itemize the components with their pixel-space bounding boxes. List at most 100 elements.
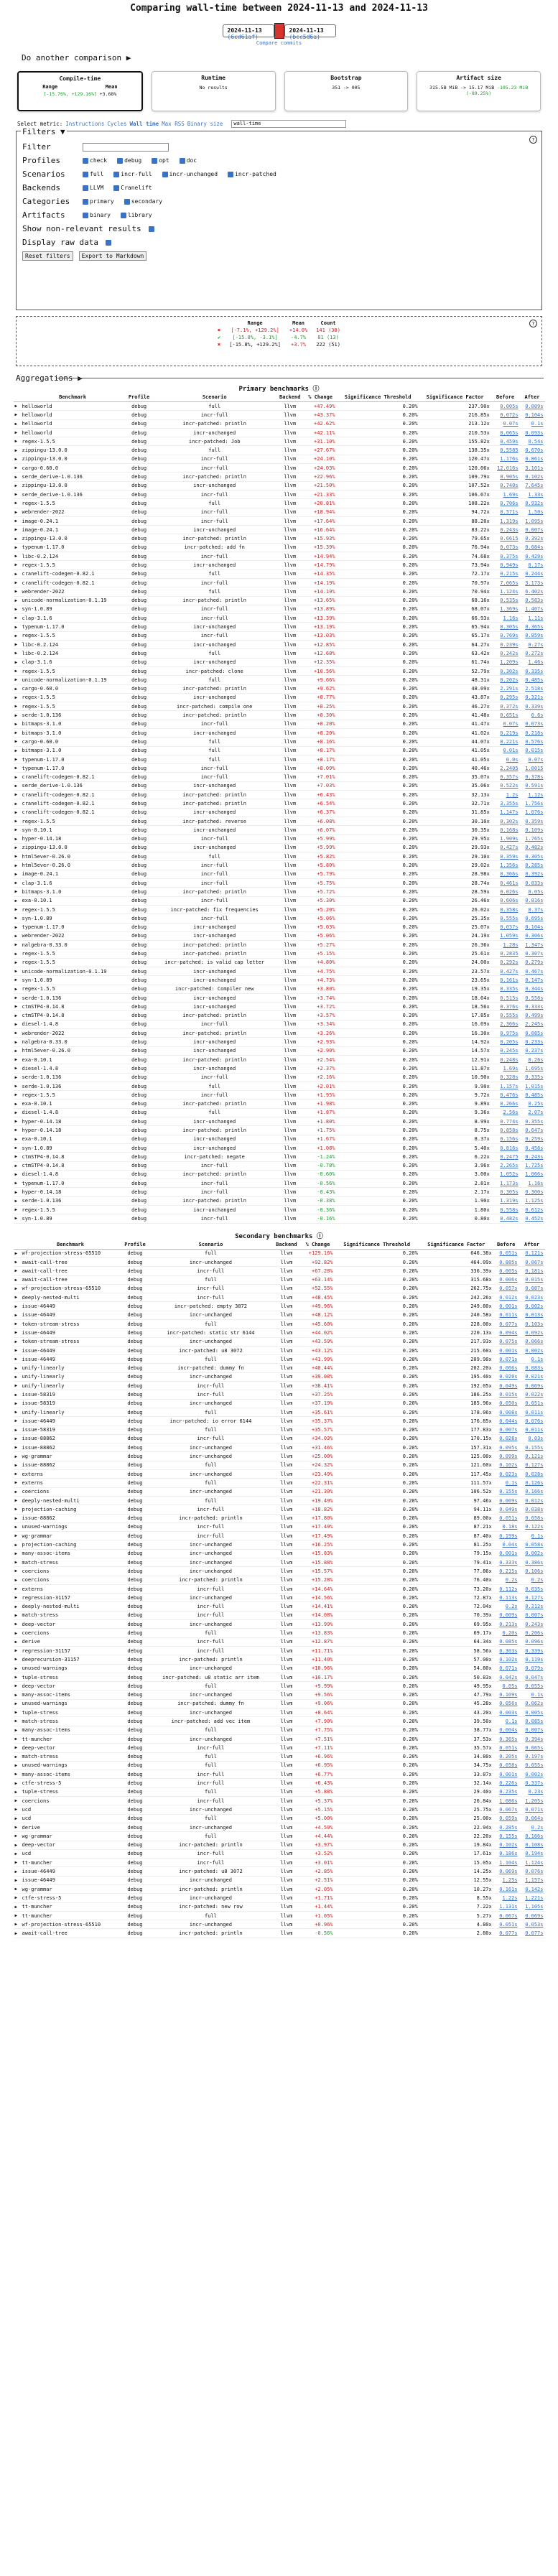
before-value[interactable]: 0.292s <box>490 958 520 968</box>
percent-change[interactable]: +14.56% <box>301 1593 335 1603</box>
profile-checkbox[interactable] <box>152 157 158 164</box>
expand-row-icon[interactable]: ▶ <box>13 1584 21 1594</box>
after-value[interactable]: 1.066s <box>519 1170 545 1180</box>
after-value[interactable]: 1.015s <box>519 1082 545 1092</box>
expand-row-icon[interactable]: ▶ <box>13 1805 21 1815</box>
detail-link[interactable]: 0.305s <box>525 853 544 860</box>
expand-row-icon[interactable]: ▶ <box>13 1301 21 1311</box>
expand-row-icon[interactable]: ▶ <box>13 1522 21 1533</box>
metric-link-instructions[interactable]: Instructions <box>65 121 105 127</box>
start-commit-input[interactable]: 2024-11-13 (6cd61af) <box>222 24 274 40</box>
after-value[interactable]: 0.038s <box>519 1505 545 1515</box>
percent-change[interactable]: +14.08% <box>301 1611 335 1621</box>
after-value[interactable]: 0.307s <box>519 949 545 959</box>
percent-change[interactable]: +12.85% <box>304 640 337 650</box>
before-value[interactable]: 0.049s <box>493 1505 519 1515</box>
benchmark-name[interactable]: unused-warnings <box>20 1522 121 1533</box>
after-value[interactable]: 0.066s <box>519 1337 545 1347</box>
before-value[interactable]: 0.285s <box>493 1823 519 1833</box>
detail-link[interactable]: 12.016s <box>497 465 519 471</box>
before-value[interactable]: 1.059s <box>490 931 520 941</box>
after-value[interactable]: 1.105s <box>519 1902 545 1912</box>
before-value[interactable]: 7.065s <box>490 578 520 588</box>
after-value[interactable]: 0.1s <box>519 1531 545 1541</box>
detail-link[interactable]: 0.18s <box>502 1524 518 1530</box>
detail-link[interactable]: 0.004s <box>499 1727 518 1734</box>
after-value[interactable]: 0.015s <box>519 1275 545 1285</box>
detail-link[interactable]: 0.008s <box>499 1409 518 1415</box>
after-value[interactable]: 0.2s <box>519 1823 545 1833</box>
percent-change[interactable]: +49.96% <box>301 1301 335 1311</box>
detail-link[interactable]: 0.2s <box>531 1577 544 1584</box>
before-value[interactable]: 0.155s <box>493 1487 519 1497</box>
expand-row-icon[interactable]: ▶ <box>13 1328 21 1338</box>
end-hash-link[interactable]: (bcc5d6a) <box>289 34 320 40</box>
percent-change[interactable]: +7.11% <box>301 1743 335 1753</box>
detail-link[interactable]: 0.037s <box>500 924 519 931</box>
benchmark-name[interactable]: helloworld <box>20 401 125 411</box>
detail-link[interactable]: 1.319s <box>500 518 519 524</box>
detail-link[interactable]: 0.106s <box>525 1568 544 1574</box>
detail-link[interactable]: 0.949s <box>500 562 519 568</box>
percent-change[interactable]: -0.16% <box>304 1214 337 1224</box>
detail-link[interactable]: 0.121s <box>525 1454 544 1460</box>
expand-row-icon[interactable]: ▶ <box>13 1046 21 1056</box>
scenario-full[interactable]: full <box>83 171 103 177</box>
column-header-after[interactable]: After <box>519 393 545 402</box>
detail-link[interactable]: 0.002s <box>525 1771 544 1777</box>
expand-row-icon[interactable]: ▶ <box>13 905 21 915</box>
percent-change[interactable]: +67.28% <box>301 1266 335 1276</box>
detail-link[interactable]: 0.357s <box>500 774 519 781</box>
after-value[interactable]: 0.121s <box>519 1249 545 1258</box>
scenario-incr-full[interactable]: incr-full <box>113 171 152 177</box>
detail-link[interactable]: 0.292s <box>500 959 519 966</box>
scenario-checkbox[interactable] <box>83 171 88 177</box>
expand-row-icon[interactable]: ▶ <box>13 1311 21 1320</box>
detail-link[interactable]: 0.197s <box>525 1754 544 1760</box>
percent-change[interactable]: +2.16% <box>304 1073 337 1082</box>
expand-row-icon[interactable]: ▶ <box>13 1108 21 1118</box>
before-value[interactable]: 1.69s <box>490 1064 520 1074</box>
after-value[interactable]: 1.076s <box>519 808 545 817</box>
after-value[interactable]: 3.101s <box>519 463 545 473</box>
detail-link[interactable]: 0.302s <box>500 818 519 824</box>
column-header-backend[interactable]: Backend <box>275 393 304 402</box>
detail-link[interactable]: 1.124s <box>500 588 519 595</box>
after-value[interactable]: 0.1s <box>519 1690 545 1700</box>
percent-change[interactable]: +8.20% <box>304 728 337 738</box>
before-value[interactable]: 0.949s <box>490 560 520 570</box>
before-value[interactable]: 0.085s <box>493 1637 519 1647</box>
before-value[interactable]: 1.319s <box>490 516 520 526</box>
detail-link[interactable]: 1.16s <box>503 615 519 621</box>
before-value[interactable]: 0.358s <box>490 905 520 915</box>
before-value[interactable]: 0.427s <box>490 967 520 977</box>
after-value[interactable]: 1.347s <box>519 940 545 950</box>
benchmark-name[interactable]: regex-1.5.5 <box>20 949 125 959</box>
detail-link[interactable]: 0.066s <box>499 1365 518 1372</box>
detail-link[interactable]: 0.04s <box>502 1542 518 1548</box>
percent-change[interactable]: +2.54% <box>304 1055 337 1065</box>
percent-change[interactable]: +14.64% <box>301 1584 335 1594</box>
after-value[interactable]: 7.645s <box>519 481 545 490</box>
detail-link[interactable]: 1.131s <box>499 1904 518 1910</box>
detail-link[interactable]: 1.176s <box>500 456 519 462</box>
percent-change[interactable]: -0.36% <box>304 1205 337 1215</box>
detail-link[interactable]: 0.303s <box>499 1647 518 1654</box>
percent-change[interactable]: +8.17% <box>304 746 337 755</box>
benchmark-name[interactable]: exa-0.10.1 <box>20 1135 125 1144</box>
expand-row-icon[interactable]: ▶ <box>13 1443 21 1453</box>
expand-row-icon[interactable]: ▶ <box>13 720 21 729</box>
detail-link[interactable]: 1.909s <box>500 836 519 842</box>
benchmark-name[interactable]: tt-muncher <box>20 1858 121 1868</box>
after-value[interactable]: 0.647s <box>519 1125 545 1135</box>
before-value[interactable]: 1.086s <box>493 1796 519 1806</box>
percent-change[interactable]: +6.95% <box>301 1761 335 1771</box>
expand-row-icon[interactable]: ▶ <box>13 1920 21 1930</box>
benchmark-name[interactable]: coercions <box>20 1796 121 1806</box>
benchmark-name[interactable]: issue-88862 <box>20 1514 121 1523</box>
benchmark-name[interactable]: webrender-2022 <box>20 931 125 941</box>
expand-row-icon[interactable]: ▶ <box>13 1187 21 1197</box>
filter-input[interactable] <box>83 142 169 152</box>
expand-row-icon[interactable]: ▶ <box>13 870 21 880</box>
expand-row-icon[interactable]: ▶ <box>13 481 21 490</box>
